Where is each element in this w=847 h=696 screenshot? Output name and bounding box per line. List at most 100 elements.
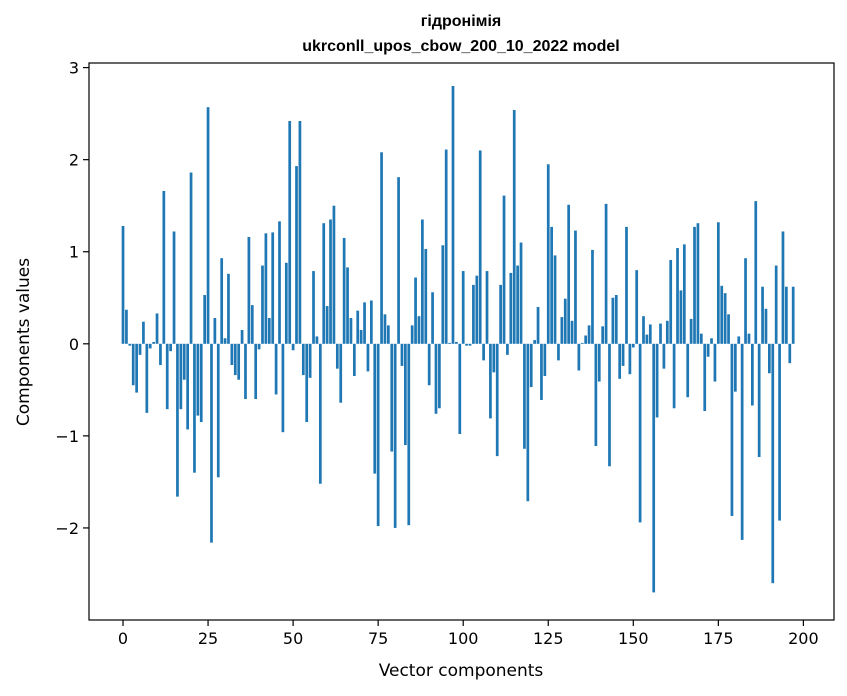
bar <box>165 343 169 410</box>
x-tick-label: 25 <box>198 629 218 648</box>
bar <box>461 271 465 344</box>
bar <box>614 295 618 344</box>
bar <box>172 231 176 344</box>
bar <box>516 265 519 344</box>
bar <box>145 343 149 413</box>
bar <box>380 152 383 344</box>
x-tick-label: 75 <box>368 629 388 648</box>
bar <box>495 343 499 457</box>
bar <box>240 329 244 344</box>
bar <box>169 343 172 352</box>
bar <box>720 285 724 344</box>
bar <box>332 205 336 344</box>
bar <box>383 314 387 344</box>
bar <box>125 309 128 344</box>
y-tick-label: 1 <box>69 243 79 262</box>
bar <box>441 245 445 344</box>
bar <box>397 177 400 344</box>
bar <box>478 150 482 344</box>
bar <box>121 225 125 344</box>
bar <box>189 172 193 344</box>
bar <box>373 343 377 474</box>
bar <box>352 343 356 377</box>
bar <box>176 343 179 497</box>
bar <box>645 334 649 344</box>
bar <box>424 248 428 344</box>
bar <box>244 343 247 400</box>
bar <box>247 237 251 344</box>
bar <box>757 343 761 458</box>
bar <box>648 324 652 344</box>
bar <box>546 164 550 344</box>
bar <box>400 343 404 366</box>
bar <box>489 343 492 419</box>
bar <box>557 343 560 361</box>
bar <box>444 149 448 344</box>
chart-title-line1: гідронімія <box>421 13 502 30</box>
bar <box>584 335 588 344</box>
bar <box>264 233 268 344</box>
x-axis-label: Vector components <box>379 661 544 681</box>
bar <box>577 343 581 371</box>
x-tick-label: 150 <box>618 629 649 648</box>
bar <box>448 342 451 344</box>
bar <box>526 343 530 502</box>
bar <box>560 317 564 344</box>
bar <box>376 343 380 527</box>
bar <box>625 226 628 344</box>
bar <box>220 258 224 344</box>
bar <box>182 343 186 380</box>
bar <box>339 343 343 403</box>
x-tick-label: 0 <box>118 629 128 648</box>
bar <box>655 343 659 418</box>
bar <box>703 343 707 412</box>
bar <box>744 258 747 344</box>
bar <box>342 237 346 344</box>
bar <box>315 336 319 344</box>
bar <box>196 343 200 416</box>
bar <box>553 255 557 344</box>
bar <box>421 219 424 344</box>
bar <box>730 343 734 516</box>
bar <box>407 343 411 526</box>
bar <box>227 273 230 344</box>
bar <box>485 271 489 344</box>
bar <box>781 231 785 344</box>
bar <box>659 323 662 344</box>
bar <box>587 325 591 344</box>
bar <box>458 343 462 435</box>
bar <box>434 343 438 414</box>
bar <box>393 343 397 528</box>
y-axis-label: Components values <box>14 258 34 426</box>
bar <box>523 343 526 449</box>
bar <box>662 343 666 369</box>
bar <box>540 343 543 400</box>
bar <box>529 343 533 388</box>
bar <box>203 295 207 344</box>
bar <box>791 286 795 344</box>
bar <box>550 226 554 344</box>
y-axis-ticks: −2 −1 0 1 2 3 <box>55 59 89 538</box>
bar <box>387 325 390 344</box>
bar <box>410 325 414 344</box>
bar <box>672 343 676 409</box>
bar <box>465 343 468 346</box>
bar <box>193 343 196 473</box>
bar <box>312 271 315 344</box>
bar <box>693 226 696 344</box>
bar <box>631 343 635 348</box>
bar <box>591 249 594 344</box>
bar <box>288 121 292 344</box>
bar <box>788 343 792 364</box>
bar <box>669 260 673 344</box>
bar-series <box>121 86 795 593</box>
bar <box>291 343 295 351</box>
bar <box>159 343 162 365</box>
bar <box>257 343 261 350</box>
bar <box>638 343 642 523</box>
bar <box>468 343 472 346</box>
bar <box>254 343 258 400</box>
bar <box>506 343 509 355</box>
bar <box>686 343 690 398</box>
bar <box>271 232 275 344</box>
